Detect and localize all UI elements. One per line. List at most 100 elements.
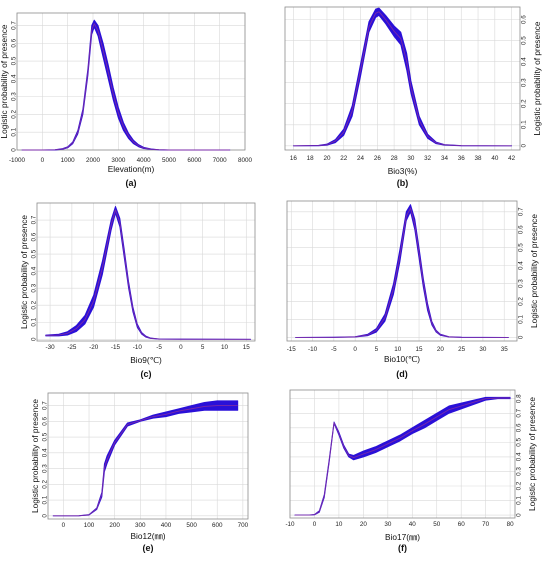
mean-response-line — [45, 209, 251, 340]
y-axis-label: Logistic probability of presence — [529, 214, 539, 328]
x-tick-label: 16 — [290, 155, 298, 162]
x-tick-label: 300 — [135, 522, 146, 529]
x-tick-label: 3000 — [111, 157, 126, 164]
x-tick-label: 700 — [238, 522, 249, 529]
mean-response-line — [53, 405, 238, 517]
x-tick-label: 42 — [508, 155, 516, 162]
x-axis-label: Bio17(㎜) — [385, 532, 420, 542]
chart-panel-c: -30 -25 -20 -15 -10 -5 0 5 10 15 0 0.1 0.2 0.3 0.4 0.5 0… — [19, 202, 256, 379]
x-tick-label: 15 — [243, 344, 251, 351]
panel-caption: (f) — [398, 543, 407, 553]
y-tick-label: 0.3 — [42, 464, 49, 473]
y-tick-label: 0.3 — [516, 467, 523, 476]
x-tick-label: 200 — [109, 522, 120, 529]
plot-frame — [284, 6, 521, 151]
x-axis-label: Bio3(%) — [388, 166, 418, 176]
x-tick-label: 34 — [441, 155, 449, 162]
response-band — [294, 396, 511, 516]
panel-caption: (c) — [141, 369, 152, 379]
y-tick-label: 0 — [11, 148, 18, 152]
y-tick-label: 0.1 — [31, 317, 38, 326]
x-tick-label: 400 — [161, 522, 172, 529]
y-tick-label: 0 — [521, 144, 528, 148]
x-tick-label: 25 — [458, 346, 466, 353]
y-tick-label: 0.1 — [11, 127, 18, 136]
chart-panel-b: 16 18 20 22 24 26 28 30 32 34 36 38 40 42 0 0.1 0.2 0.3 0.… — [284, 6, 542, 188]
plot-frame — [36, 202, 256, 342]
x-tick-label: -15 — [111, 344, 121, 351]
mean-response-line — [295, 207, 509, 338]
y-tick-label: 0.2 — [31, 300, 38, 309]
y-tick-label: 0.6 — [518, 225, 525, 234]
response-band — [45, 205, 252, 340]
x-tick-label: 10 — [335, 521, 343, 528]
x-tick-label: 24 — [357, 155, 365, 162]
x-tick-label: 22 — [340, 155, 348, 162]
y-tick-label: 0 — [516, 513, 523, 517]
x-tick-label: 20 — [360, 521, 368, 528]
y-tick-label: 0.1 — [521, 120, 528, 129]
response-band — [292, 7, 513, 147]
x-tick-label: 20 — [323, 155, 331, 162]
x-tick-label: 5000 — [162, 157, 177, 164]
y-tick-label: 0.7 — [42, 401, 49, 410]
y-tick-label: 0.4 — [31, 266, 38, 275]
x-tick-label: 32 — [424, 155, 432, 162]
y-tick-label: 0.5 — [516, 437, 523, 446]
x-tick-label: 7000 — [213, 157, 228, 164]
plot-frame — [47, 392, 249, 520]
y-tick-label: 0.5 — [42, 432, 49, 441]
x-tick-label: 26 — [374, 155, 382, 162]
x-axis-label: Elevation(m) — [108, 164, 155, 174]
x-tick-label: -25 — [67, 344, 77, 351]
y-tick-label: 0.2 — [516, 481, 523, 490]
y-tick-label: 0.3 — [521, 78, 528, 87]
x-axis-label: Bio10(℃) — [384, 354, 420, 364]
y-tick-label: 0 — [31, 337, 38, 341]
y-tick-label: 0.6 — [31, 232, 38, 241]
plot-frame — [286, 200, 518, 342]
y-tick-label: 0.2 — [521, 99, 528, 108]
panel-caption: (a) — [126, 178, 137, 188]
panel-caption: (b) — [397, 178, 409, 188]
y-axis-label: Logistic probability of presence — [0, 24, 9, 138]
y-tick-label: 0.3 — [31, 283, 38, 292]
x-tick-label: 18 — [307, 155, 315, 162]
x-tick-label: 30 — [384, 521, 392, 528]
x-tick-label: -20 — [89, 344, 99, 351]
y-axis-label: Logistic probability of presence — [30, 399, 40, 513]
y-tick-label: 0 — [42, 514, 49, 518]
y-tick-label: 0.5 — [31, 249, 38, 258]
x-tick-label: 600 — [212, 522, 223, 529]
x-tick-label: 36 — [458, 155, 466, 162]
plot-frame — [16, 12, 246, 151]
x-tick-label: 2000 — [86, 157, 101, 164]
x-tick-label: 10 — [394, 346, 402, 353]
x-tick-label: 0 — [313, 521, 317, 528]
y-tick-label: 0.4 — [516, 452, 523, 461]
chart-panel-f: -10 0 10 20 30 40 50 60 70 8000.10.20.30.40.50.60… — [285, 389, 537, 553]
x-tick-label: 100 — [84, 522, 95, 529]
response-band — [295, 204, 509, 338]
x-tick-label: 0 — [41, 157, 45, 164]
x-tick-label: 80 — [507, 521, 515, 528]
x-tick-label: -10 — [133, 344, 143, 351]
chart-panel-a: -1000 0 1000 2000 3000 4000 5000 6000 7000 8000 0 0… — [0, 12, 252, 188]
x-tick-label: 35 — [501, 346, 509, 353]
y-tick-label: 0.4 — [11, 74, 18, 83]
x-tick-label: 0 — [179, 344, 183, 351]
y-tick-label: 0.3 — [518, 279, 525, 288]
x-axis-label: Bio9(℃) — [130, 355, 162, 365]
x-tick-label: 50 — [433, 521, 441, 528]
x-tick-label: 40 — [491, 155, 499, 162]
x-tick-label: 500 — [186, 522, 197, 529]
x-axis-label: Bio12(㎜) — [130, 531, 165, 541]
y-tick-label: 0.7 — [31, 215, 38, 224]
y-tick-label: 0.7 — [11, 21, 18, 30]
x-tick-label: 30 — [407, 155, 415, 162]
y-tick-label: 0.1 — [516, 496, 523, 505]
x-tick-label: 5 — [375, 346, 379, 353]
plot-frame — [289, 389, 516, 519]
x-tick-label: 40 — [409, 521, 417, 528]
y-axis-label: Logistic probability of presence — [19, 215, 29, 329]
